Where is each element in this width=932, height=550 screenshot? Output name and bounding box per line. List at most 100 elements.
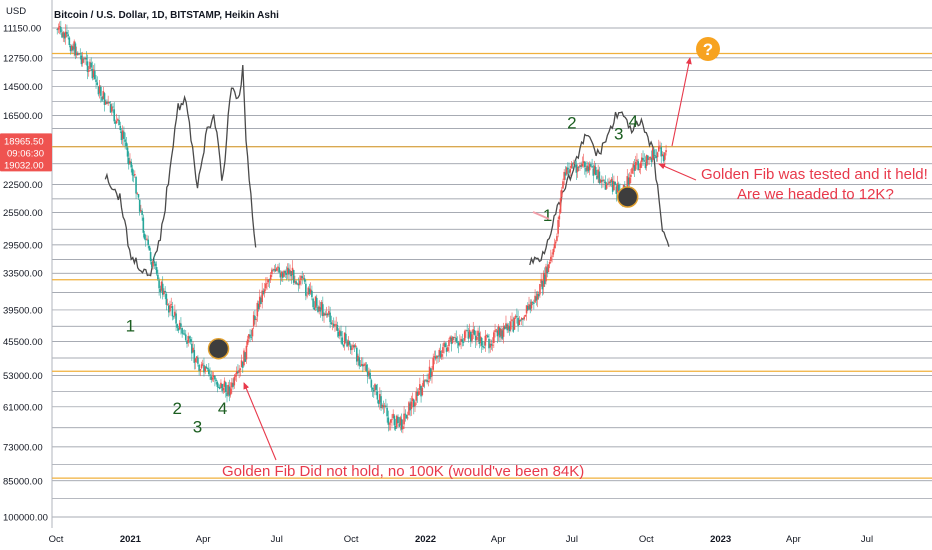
chart-grid [51,0,932,528]
candle-body [216,382,219,387]
candle-body [530,301,533,309]
candle-body [120,131,123,141]
candle-body [148,246,151,251]
candle-body [557,220,559,234]
candle-body [86,61,89,72]
candle-body [91,69,94,79]
candle-body [135,176,137,194]
candle-body [419,384,421,391]
candle-body [331,323,334,325]
candle-body [277,266,279,268]
candle-body [169,305,171,312]
candle-body [225,382,227,392]
price-axis[interactable]: 11150.00 12750.00 14500.00 16500.00 22500.00… [0,24,52,524]
candle-body [518,319,521,325]
candle-body [58,26,61,28]
candle-body [473,330,476,335]
candle-body [661,154,664,157]
candle-body [553,243,556,249]
time-tick-label: 2022 [415,534,436,545]
candle-body [429,368,432,378]
price-tick-label: 12750.00 [3,53,43,64]
candle-body [339,330,341,336]
candle-body [472,329,475,334]
candle-body [312,298,314,308]
candle-body [434,356,437,359]
candle-body [151,261,153,268]
candle-body [332,323,335,327]
candle-body [208,369,210,375]
candle-body [370,380,373,388]
time-tick-label: Apr [491,534,506,545]
annotation-target-question: Are we headed to 12K? [737,186,894,203]
candle-body [482,345,484,348]
candle-body [493,332,495,343]
candle-body [200,364,203,369]
candle-body [72,46,74,51]
candle-body [426,379,428,383]
candle-body [323,313,325,316]
candle-body [329,312,331,323]
candle-body [172,316,175,318]
candle-body [291,267,294,275]
candle-body [543,274,546,285]
candle-body [442,347,444,354]
candle-body [243,350,245,366]
candle-body [250,336,253,338]
candle-body [234,374,237,377]
candle-body [176,324,179,328]
chart-title: Bitcoin / U.S. Dollar, 1D, BITSTAMP, Hei… [54,10,279,21]
candle-body [67,34,69,37]
time-axis[interactable]: Oct 2021 Apr Jul Oct 2022 Apr Jul Oct 2023 Apr Jul [49,534,873,545]
time-tick-label: Jul [861,534,873,545]
candle-body [222,387,225,391]
current-price-badge[interactable] [0,133,52,172]
time-tick-label: Jul [271,534,283,545]
candle-body [159,288,162,293]
candle-body [539,284,541,295]
candle-body [160,281,163,291]
candle-body [387,417,390,425]
candle-body [446,347,449,352]
candle-body [588,164,591,171]
candle-body [613,181,615,191]
candle-body [301,276,304,278]
price-tick-label: 11150.00 [3,24,41,35]
candle-body [223,380,226,387]
candle-body [61,33,63,38]
candle-body [533,302,535,304]
candle-body [315,297,318,306]
wave-one-pointer [532,211,550,220]
candle-body [89,61,91,70]
candle-body [632,164,635,168]
candle-body [221,383,223,391]
candle-body [545,266,547,282]
candle-body [651,148,654,160]
candle-body [440,354,443,357]
candle-body [422,380,425,387]
candle-body [569,168,572,173]
annotation-arrow [243,382,277,461]
fractal-marker-circle [616,186,639,208]
candle-body [214,375,216,380]
candle-body [118,120,120,126]
candle-body [87,70,90,72]
candle-body [450,337,453,344]
candle-body [560,189,563,197]
candle-body [374,384,376,391]
candle-body [108,102,111,103]
candle-body [351,348,353,350]
candle-body [654,154,656,156]
candle-body [416,392,419,396]
candle-body [399,417,402,426]
candle-body [138,199,141,212]
candle-body [597,169,599,178]
candle-body [119,125,122,131]
candle-body [453,337,455,338]
time-tick-label: Oct [639,534,654,545]
candle-body [278,267,280,273]
candle-body [627,177,630,186]
candle-body [571,163,574,165]
candle-body [64,31,67,38]
candle-body [421,387,424,396]
